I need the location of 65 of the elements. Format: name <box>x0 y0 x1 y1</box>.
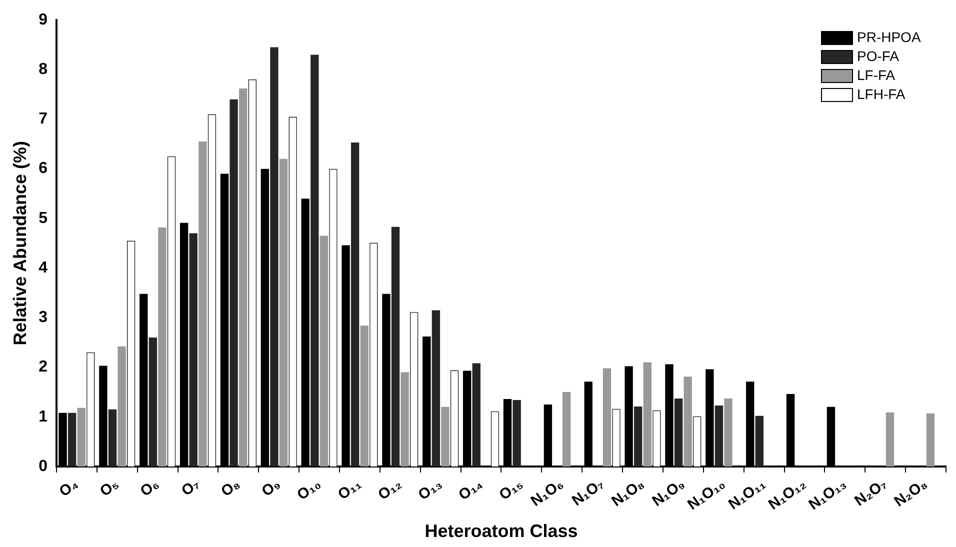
legend-label: LF-FA <box>857 66 896 85</box>
bar <box>391 226 400 466</box>
bar <box>512 400 521 466</box>
x-tick-label: N₁O₈ <box>608 476 648 510</box>
bar <box>724 398 732 466</box>
y-tick-label: 7 <box>38 110 48 128</box>
x-tick-label: O₁₀ <box>294 476 324 504</box>
bar <box>684 376 692 466</box>
x-tick-label: O₇ <box>178 476 203 500</box>
bar <box>108 409 117 466</box>
y-tick-label: 1 <box>38 408 48 426</box>
bar <box>602 368 612 466</box>
bar <box>714 405 724 466</box>
bar <box>674 398 683 466</box>
bar <box>189 233 198 466</box>
bar <box>926 413 935 466</box>
y-axis-title: Relative Abundance (%) <box>10 141 30 346</box>
bar <box>634 406 642 466</box>
x-tick-label: O₈ <box>218 476 244 500</box>
x-tick-label: O₁₅ <box>496 476 526 504</box>
y-tick-label: 2 <box>38 358 48 376</box>
bar <box>562 392 571 466</box>
x-tick-label: O₄ <box>56 476 82 500</box>
bar <box>118 346 126 466</box>
bar <box>472 363 480 466</box>
y-tick-label: 0 <box>38 458 48 475</box>
bar <box>77 408 86 466</box>
bar <box>68 412 76 466</box>
x-tick-label: N₁O₉ <box>649 476 688 510</box>
y-tick-label: 4 <box>38 259 48 276</box>
bar <box>310 54 319 466</box>
legend-label: LFH-FA <box>857 85 906 104</box>
bar <box>270 47 278 466</box>
bar <box>148 337 158 466</box>
x-tick-label: O₉ <box>258 476 284 500</box>
bar <box>755 416 764 466</box>
bar <box>441 406 450 466</box>
bar <box>400 372 409 466</box>
y-tick-label: 6 <box>38 160 48 178</box>
bar <box>886 412 894 466</box>
bar <box>432 310 440 466</box>
bar <box>230 99 238 466</box>
legend-label: PR-HPOA <box>857 28 921 47</box>
bar <box>279 158 288 466</box>
y-tick-label: 5 <box>38 210 48 227</box>
bar <box>198 142 207 466</box>
x-tick-label: N₁O₆ <box>528 476 567 510</box>
y-tick-label: 8 <box>38 61 48 78</box>
bar <box>350 142 360 466</box>
x-tick-label: O₁₁ <box>335 476 364 504</box>
x-tick-label: N₂O₈ <box>891 476 931 510</box>
x-axis-title: Heteroatom Class <box>424 521 578 542</box>
bar <box>239 88 248 466</box>
x-tick-label: O₁₃ <box>415 476 446 504</box>
x-tick-label: O₅ <box>96 476 122 500</box>
y-tick-label: 9 <box>38 11 48 28</box>
x-tick-label: O₁₂ <box>375 476 405 504</box>
x-tick-label: O₆ <box>137 476 162 500</box>
bar <box>643 362 652 466</box>
x-tick-label: O₁₄ <box>456 476 486 504</box>
x-tick-label: N₂O₇ <box>852 476 890 510</box>
bar <box>158 227 166 466</box>
y-tick-label: 3 <box>38 309 48 326</box>
x-tick-label: N₁O₇ <box>568 476 608 510</box>
legend-label: PO-FA <box>857 47 900 66</box>
